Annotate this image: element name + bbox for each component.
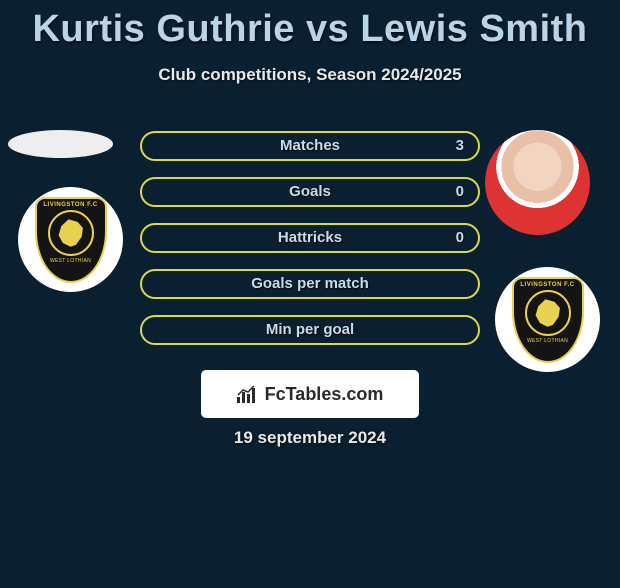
stat-value-right: 0 [456,229,464,246]
player2-avatar [485,130,590,235]
player2-club-badge: LIVINGSTON F.C WEST LOTHIAN [495,267,600,372]
branding-box: FcTables.com [201,370,419,418]
page-subtitle: Club competitions, Season 2024/2025 [0,65,620,85]
badge-bottom-text: WEST LOTHIAN [50,258,91,264]
stat-value-right: 3 [456,137,464,154]
chart-icon [237,385,259,403]
badge-circle [48,210,94,256]
stat-row: Hattricks 0 [140,223,480,253]
player1-avatar [8,130,113,158]
badge-circle [525,290,571,336]
stat-row: Min per goal [140,315,480,345]
branding-text: FcTables.com [265,384,384,405]
badge-top-text: LIVINGSTON F.C [39,202,103,208]
stat-row: Goals 0 [140,177,480,207]
player1-club-badge: LIVINGSTON F.C WEST LOTHIAN [18,187,123,292]
stat-label: Hattricks [142,229,478,246]
stat-row: Matches 3 [140,131,480,161]
shield-icon: LIVINGSTON F.C WEST LOTHIAN [512,277,584,363]
lion-icon [54,216,86,248]
page-title: Kurtis Guthrie vs Lewis Smith [0,8,620,51]
stats-container: Matches 3 Goals 0 Hattricks 0 Goals per … [140,131,480,361]
shield-icon: LIVINGSTON F.C WEST LOTHIAN [35,197,107,283]
stat-label: Matches [142,137,478,154]
stat-label: Goals [142,183,478,200]
stat-row: Goals per match [140,269,480,299]
stat-value-right: 0 [456,183,464,200]
badge-bottom-text: WEST LOTHIAN [527,338,568,344]
lion-icon [531,296,563,328]
badge-top-text: LIVINGSTON F.C [516,282,580,288]
date-text: 19 september 2024 [0,428,620,448]
stat-label: Goals per match [142,275,478,292]
stat-label: Min per goal [142,321,478,338]
